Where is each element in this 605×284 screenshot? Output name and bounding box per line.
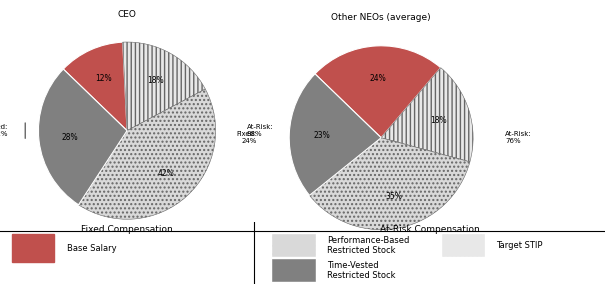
Title: CEO: CEO xyxy=(117,10,137,19)
Text: At-Risk:
88%: At-Risk: 88% xyxy=(247,124,273,137)
Text: 35%: 35% xyxy=(385,192,402,201)
Wedge shape xyxy=(79,89,215,219)
Text: Target STIP: Target STIP xyxy=(496,241,543,250)
Text: At-Risk Compensation: At-Risk Compensation xyxy=(380,225,479,234)
Text: Fixed Compensation: Fixed Compensation xyxy=(81,225,173,234)
Text: Time-Vested
Restricted Stock: Time-Vested Restricted Stock xyxy=(327,260,395,280)
Wedge shape xyxy=(64,42,127,131)
Text: 28%: 28% xyxy=(62,133,78,141)
Bar xyxy=(272,234,315,256)
Wedge shape xyxy=(381,68,473,162)
Bar xyxy=(442,234,484,256)
Text: 18%: 18% xyxy=(430,116,446,125)
Wedge shape xyxy=(289,74,381,195)
Wedge shape xyxy=(39,69,127,205)
Title: Other NEOs (average): Other NEOs (average) xyxy=(332,13,431,22)
Text: Base Salary: Base Salary xyxy=(67,244,116,253)
Text: At-Risk:
76%: At-Risk: 76% xyxy=(505,131,532,144)
Text: Fixed:
24%: Fixed: 24% xyxy=(237,131,257,144)
Wedge shape xyxy=(315,46,441,138)
Text: Fixed:
12%: Fixed: 12% xyxy=(0,124,7,137)
Text: Performance-Based
Restricted Stock: Performance-Based Restricted Stock xyxy=(327,235,409,255)
Text: 18%: 18% xyxy=(147,76,164,85)
Wedge shape xyxy=(310,138,470,230)
Bar xyxy=(12,234,54,262)
Text: 42%: 42% xyxy=(157,169,174,178)
Text: 23%: 23% xyxy=(313,131,330,139)
Text: 12%: 12% xyxy=(95,74,111,83)
Bar xyxy=(272,259,315,281)
Text: 24%: 24% xyxy=(370,74,387,83)
Wedge shape xyxy=(123,42,205,131)
